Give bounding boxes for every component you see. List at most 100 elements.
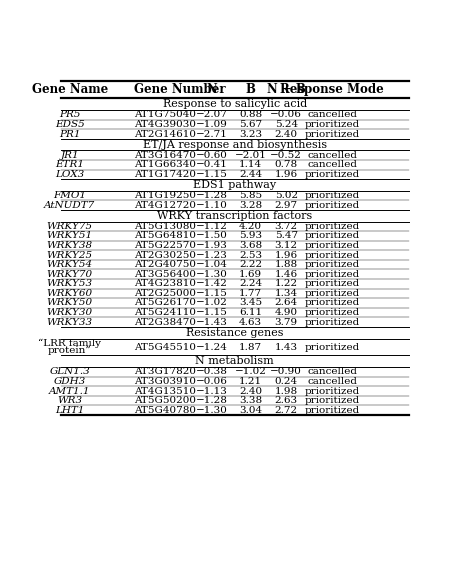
Text: AT1G19250: AT1G19250 [134,191,196,200]
Text: prioritized: prioritized [305,289,360,298]
Text: cancelled: cancelled [307,377,357,386]
Text: 1.87: 1.87 [239,343,262,351]
Text: −1.30: −1.30 [196,406,228,415]
Text: 2.53: 2.53 [239,251,262,259]
Text: GDH3: GDH3 [54,377,86,386]
Text: AT2G30250: AT2G30250 [134,251,196,259]
Text: 2.72: 2.72 [275,406,298,415]
Text: −1.28: −1.28 [196,396,228,405]
Text: 0.78: 0.78 [275,160,298,169]
Text: AT2G25000: AT2G25000 [134,289,196,298]
Text: AT5G22570: AT5G22570 [134,241,196,250]
Text: prioritized: prioritized [305,279,360,288]
Text: WRKY50: WRKY50 [47,299,93,307]
Text: 3.68: 3.68 [239,241,262,250]
Text: prioritized: prioritized [305,170,360,179]
Text: N + B: N + B [267,83,305,96]
Text: prioritized: prioritized [305,406,360,415]
Text: AT2G40750: AT2G40750 [134,260,196,269]
Text: prioritized: prioritized [305,222,360,231]
Text: EDS1 pathway: EDS1 pathway [193,180,276,190]
Text: 5.24: 5.24 [275,120,298,129]
Text: 2.22: 2.22 [239,260,262,269]
Text: −1.15: −1.15 [196,308,228,317]
Text: −1.50: −1.50 [196,232,228,240]
Text: Response Mode: Response Mode [280,83,384,96]
Text: AT3G03910: AT3G03910 [134,377,196,386]
Text: WRKY33: WRKY33 [47,318,93,327]
Text: −0.41: −0.41 [196,160,228,169]
Text: EDS5: EDS5 [55,120,85,129]
Text: 2.97: 2.97 [275,201,298,210]
Text: N: N [206,83,217,96]
Text: 3.72: 3.72 [275,222,298,231]
Text: 0.88: 0.88 [239,111,262,119]
Text: −1.02: −1.02 [196,299,228,307]
Text: AT4G39030: AT4G39030 [134,120,196,129]
Text: 4.20: 4.20 [239,222,262,231]
Text: LHT1: LHT1 [55,406,84,415]
Text: 3.23: 3.23 [239,130,262,138]
Text: WRKY60: WRKY60 [47,289,93,298]
Text: −1.09: −1.09 [196,120,228,129]
Text: prioritized: prioritized [305,201,360,210]
Text: 2.40: 2.40 [275,130,298,138]
Text: AT5G64810: AT5G64810 [134,232,196,240]
Text: Gene Name: Gene Name [32,83,108,96]
Text: AT3G16470: AT3G16470 [134,151,196,160]
Text: −1.30: −1.30 [196,270,228,278]
Text: 1.34: 1.34 [275,289,298,298]
Text: ETR1: ETR1 [55,160,84,169]
Text: AT2G14610: AT2G14610 [134,130,196,138]
Text: 1.96: 1.96 [275,170,298,179]
Text: 3.38: 3.38 [239,396,262,405]
Text: −0.90: −0.90 [270,367,302,376]
Text: 5.85: 5.85 [239,191,262,200]
Text: −1.12: −1.12 [196,222,228,231]
Text: prioritized: prioritized [305,308,360,317]
Text: 2.40: 2.40 [239,387,262,395]
Text: 3.28: 3.28 [239,201,262,210]
Text: AT3G17820: AT3G17820 [134,367,196,376]
Text: AT5G50200: AT5G50200 [134,396,196,405]
Text: WRKY30: WRKY30 [47,308,93,317]
Text: cancelled: cancelled [307,160,357,169]
Text: prioritized: prioritized [305,260,360,269]
Text: 1.98: 1.98 [275,387,298,395]
Text: 4.90: 4.90 [275,308,298,317]
Text: 1.43: 1.43 [275,343,298,351]
Text: 6.11: 6.11 [239,308,262,317]
Text: −1.42: −1.42 [196,279,228,288]
Text: WRKY54: WRKY54 [47,260,93,269]
Text: AT2G38470: AT2G38470 [134,318,196,327]
Text: −1.24: −1.24 [196,343,228,351]
Text: 0.24: 0.24 [275,377,298,386]
Text: −1.13: −1.13 [196,387,228,395]
Text: cancelled: cancelled [307,367,357,376]
Text: −1.15: −1.15 [196,170,228,179]
Text: AT5G40780: AT5G40780 [134,406,196,415]
Text: 5.02: 5.02 [275,191,298,200]
Text: AT4G13510: AT4G13510 [134,387,196,395]
Text: −1.93: −1.93 [196,241,228,250]
Text: cancelled: cancelled [307,151,357,160]
Text: N metabolism: N metabolism [196,356,274,367]
Text: 2.63: 2.63 [275,396,298,405]
Text: “LRR family: “LRR family [38,339,101,349]
Text: AT5G13080: AT5G13080 [134,222,196,231]
Text: prioritized: prioritized [305,241,360,250]
Text: 3.04: 3.04 [239,406,262,415]
Text: WRKY transcription factors: WRKY transcription factors [157,211,312,221]
Text: WRKY53: WRKY53 [47,279,93,288]
Text: prioritized: prioritized [305,299,360,307]
Text: prioritized: prioritized [305,387,360,395]
Text: WRKY38: WRKY38 [47,241,93,250]
Text: 2.64: 2.64 [275,299,298,307]
Text: WR3: WR3 [57,396,82,405]
Text: 1.88: 1.88 [275,260,298,269]
Text: GLN1.3: GLN1.3 [49,367,90,376]
Text: prioritized: prioritized [305,251,360,259]
Text: AT3G56400: AT3G56400 [134,270,196,278]
Text: 1.69: 1.69 [239,270,262,278]
Text: 3.79: 3.79 [275,318,298,327]
